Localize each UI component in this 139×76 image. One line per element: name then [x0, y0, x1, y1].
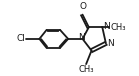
Text: CH₃: CH₃ [110, 23, 126, 32]
Text: Cl: Cl [16, 34, 25, 43]
Text: N: N [103, 22, 110, 31]
Text: N: N [78, 34, 85, 42]
Text: N: N [107, 39, 114, 48]
Text: O: O [79, 2, 86, 11]
Text: CH₃: CH₃ [78, 65, 94, 74]
